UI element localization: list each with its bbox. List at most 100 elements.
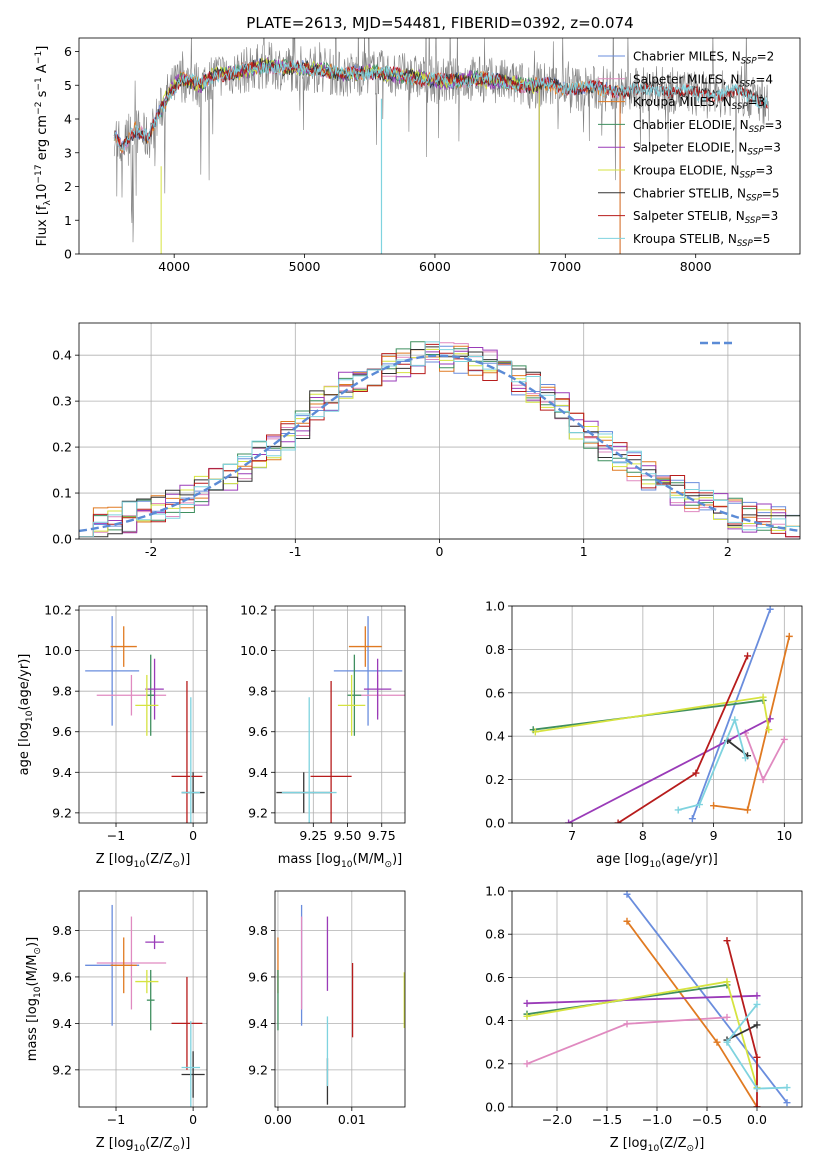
x-tick-label: 0 — [436, 544, 444, 559]
y-tick-label: 6 — [64, 44, 72, 59]
weight-series-line — [568, 718, 771, 823]
legend-subscript: SSP — [746, 193, 763, 203]
legend-series-name: Kroupa ELODIE — [633, 164, 723, 178]
figure-title: PLATE=2613, MJD=54481, FIBERID=0392, z=0… — [246, 14, 633, 32]
y-tick-label: 9.2 — [248, 1062, 268, 1077]
weight-marker — [565, 819, 573, 823]
axes-frame — [511, 605, 803, 824]
x-axis-label-part: )] — [180, 852, 190, 867]
y-tick-label: 0.8 — [485, 642, 505, 657]
x-axis-label-part: ⊙ — [173, 860, 181, 870]
weight-marker — [614, 819, 622, 823]
x-axis-label-part: Z [log — [96, 1136, 134, 1151]
x-axis-label-part: age [log — [596, 852, 649, 867]
weight-marker — [723, 937, 731, 945]
y-tick-label: 9.4 — [248, 765, 268, 780]
legend-label: Salpeter STELIB, NSSP=3 — [633, 209, 778, 226]
legend-nssp: =5 — [762, 186, 780, 200]
y-tick-label: 0.3 — [52, 394, 72, 409]
x-tick-label: −1 — [107, 828, 125, 843]
x-axis-label-part: mass [log — [278, 852, 341, 867]
y-tick-label: 4 — [64, 112, 72, 127]
y-tick-label: 10.0 — [240, 643, 268, 658]
weight-marker — [741, 754, 749, 762]
weight-marker — [753, 1103, 761, 1107]
weight-marker — [753, 1053, 761, 1061]
y-tick-label: 3 — [64, 145, 72, 160]
x-axis-label-part: )] — [392, 852, 402, 867]
y-axis-label: mass [log10(M/M⊙)] — [25, 937, 43, 1061]
legend-n-prefix: , N — [724, 50, 741, 64]
axes-frame — [78, 890, 208, 1108]
weight-marker — [695, 801, 703, 809]
legend-subscript: SSP — [740, 171, 757, 181]
weight-marker — [753, 1021, 761, 1029]
y-tick-label: 9.2 — [52, 1062, 72, 1077]
legend-subscript: SSP — [745, 216, 762, 226]
legend-series-name: Chabrier STELIB — [633, 186, 729, 200]
y-tick-label: 9.4 — [52, 1016, 72, 1031]
legend-n-prefix: , N — [715, 95, 732, 109]
y-tick-label: 0.2 — [52, 440, 72, 455]
axes-frame — [274, 890, 406, 1108]
weight-marker — [766, 606, 774, 613]
y-tick-label: 2 — [64, 179, 72, 194]
y-tick-label: 0.4 — [485, 1013, 505, 1028]
weight-series-line — [725, 1003, 788, 1090]
legend-nssp: =3 — [763, 141, 781, 155]
axes-frame — [274, 605, 406, 824]
weight-marker — [753, 1085, 761, 1093]
weight-marker — [765, 726, 773, 734]
y-tick-label: 0.2 — [485, 772, 505, 787]
x-tick-label: 9.75 — [368, 828, 396, 843]
y-tick-label: 0.8 — [485, 927, 505, 942]
weight-marker — [744, 652, 752, 660]
legend-subscript: SSP — [732, 102, 749, 112]
legend-nssp: =3 — [755, 164, 773, 178]
y-axis-label-part: 10 — [33, 986, 43, 998]
y-tick-label: 10.2 — [240, 603, 268, 618]
legend-series-name: Salpeter ELODIE — [633, 141, 731, 155]
legend-n-prefix: , N — [720, 232, 737, 246]
x-axis-label-part: ⊙ — [687, 1144, 695, 1154]
x-tick-label: −1.5 — [592, 1112, 622, 1127]
legend-nssp: =3 — [764, 118, 782, 132]
legend-label: Kroupa ELODIE, NSSP=3 — [633, 164, 773, 181]
y-tick-label: 1.0 — [485, 599, 505, 614]
y-axis-label-part: ] — [35, 46, 50, 51]
y-axis-label-part: (age/yr)] — [17, 654, 32, 711]
x-tick-label: -2 — [145, 544, 157, 559]
y-tick-label: 9.2 — [248, 805, 268, 820]
legend-nssp: =5 — [753, 232, 771, 246]
x-tick-label: 9.50 — [334, 828, 362, 843]
weight-marker — [692, 769, 700, 777]
legend-label: Salpeter ELODIE, NSSP=3 — [633, 141, 781, 158]
y-axis-label-part: −2 — [34, 102, 44, 115]
x-axis-label-part: 10 — [134, 860, 146, 870]
legend-series-name: Kroupa STELIB — [633, 232, 720, 246]
legend-nssp: =2 — [757, 50, 775, 64]
x-axis-label-part: ⊙ — [384, 860, 392, 870]
y-axis-label-part: −17 — [34, 164, 44, 183]
y-axis-label: age [log10(age/yr)] — [17, 654, 35, 776]
y-tick-label: 9.6 — [52, 724, 72, 739]
weight-marker — [723, 1038, 731, 1046]
y-tick-label: 0.6 — [485, 685, 505, 700]
y-tick-label: 9.8 — [52, 684, 72, 699]
y-tick-label: 1 — [64, 213, 72, 228]
x-axis-label-part: (M/M — [353, 852, 385, 867]
weight-marker — [623, 891, 631, 898]
y-tick-label: 5 — [64, 78, 72, 93]
x-tick-label: 10 — [776, 828, 792, 843]
x-tick-label: 0 — [189, 828, 197, 843]
y-tick-label: 0.2 — [485, 1056, 505, 1071]
chart-age-vs-mass: 9.25 9.50 9.75 9.2 9.4 9.6 9.8 10.0 10.2 mass [lo… — [240, 603, 406, 870]
y-tick-label: 10.0 — [44, 643, 72, 658]
y-axis-label-part: (M/M — [25, 955, 40, 987]
weight-marker — [766, 715, 774, 723]
weight-marker — [523, 999, 531, 1007]
weight-marker — [623, 1020, 631, 1028]
plot-area — [85, 904, 205, 1107]
y-axis-label-part: A — [35, 64, 50, 77]
